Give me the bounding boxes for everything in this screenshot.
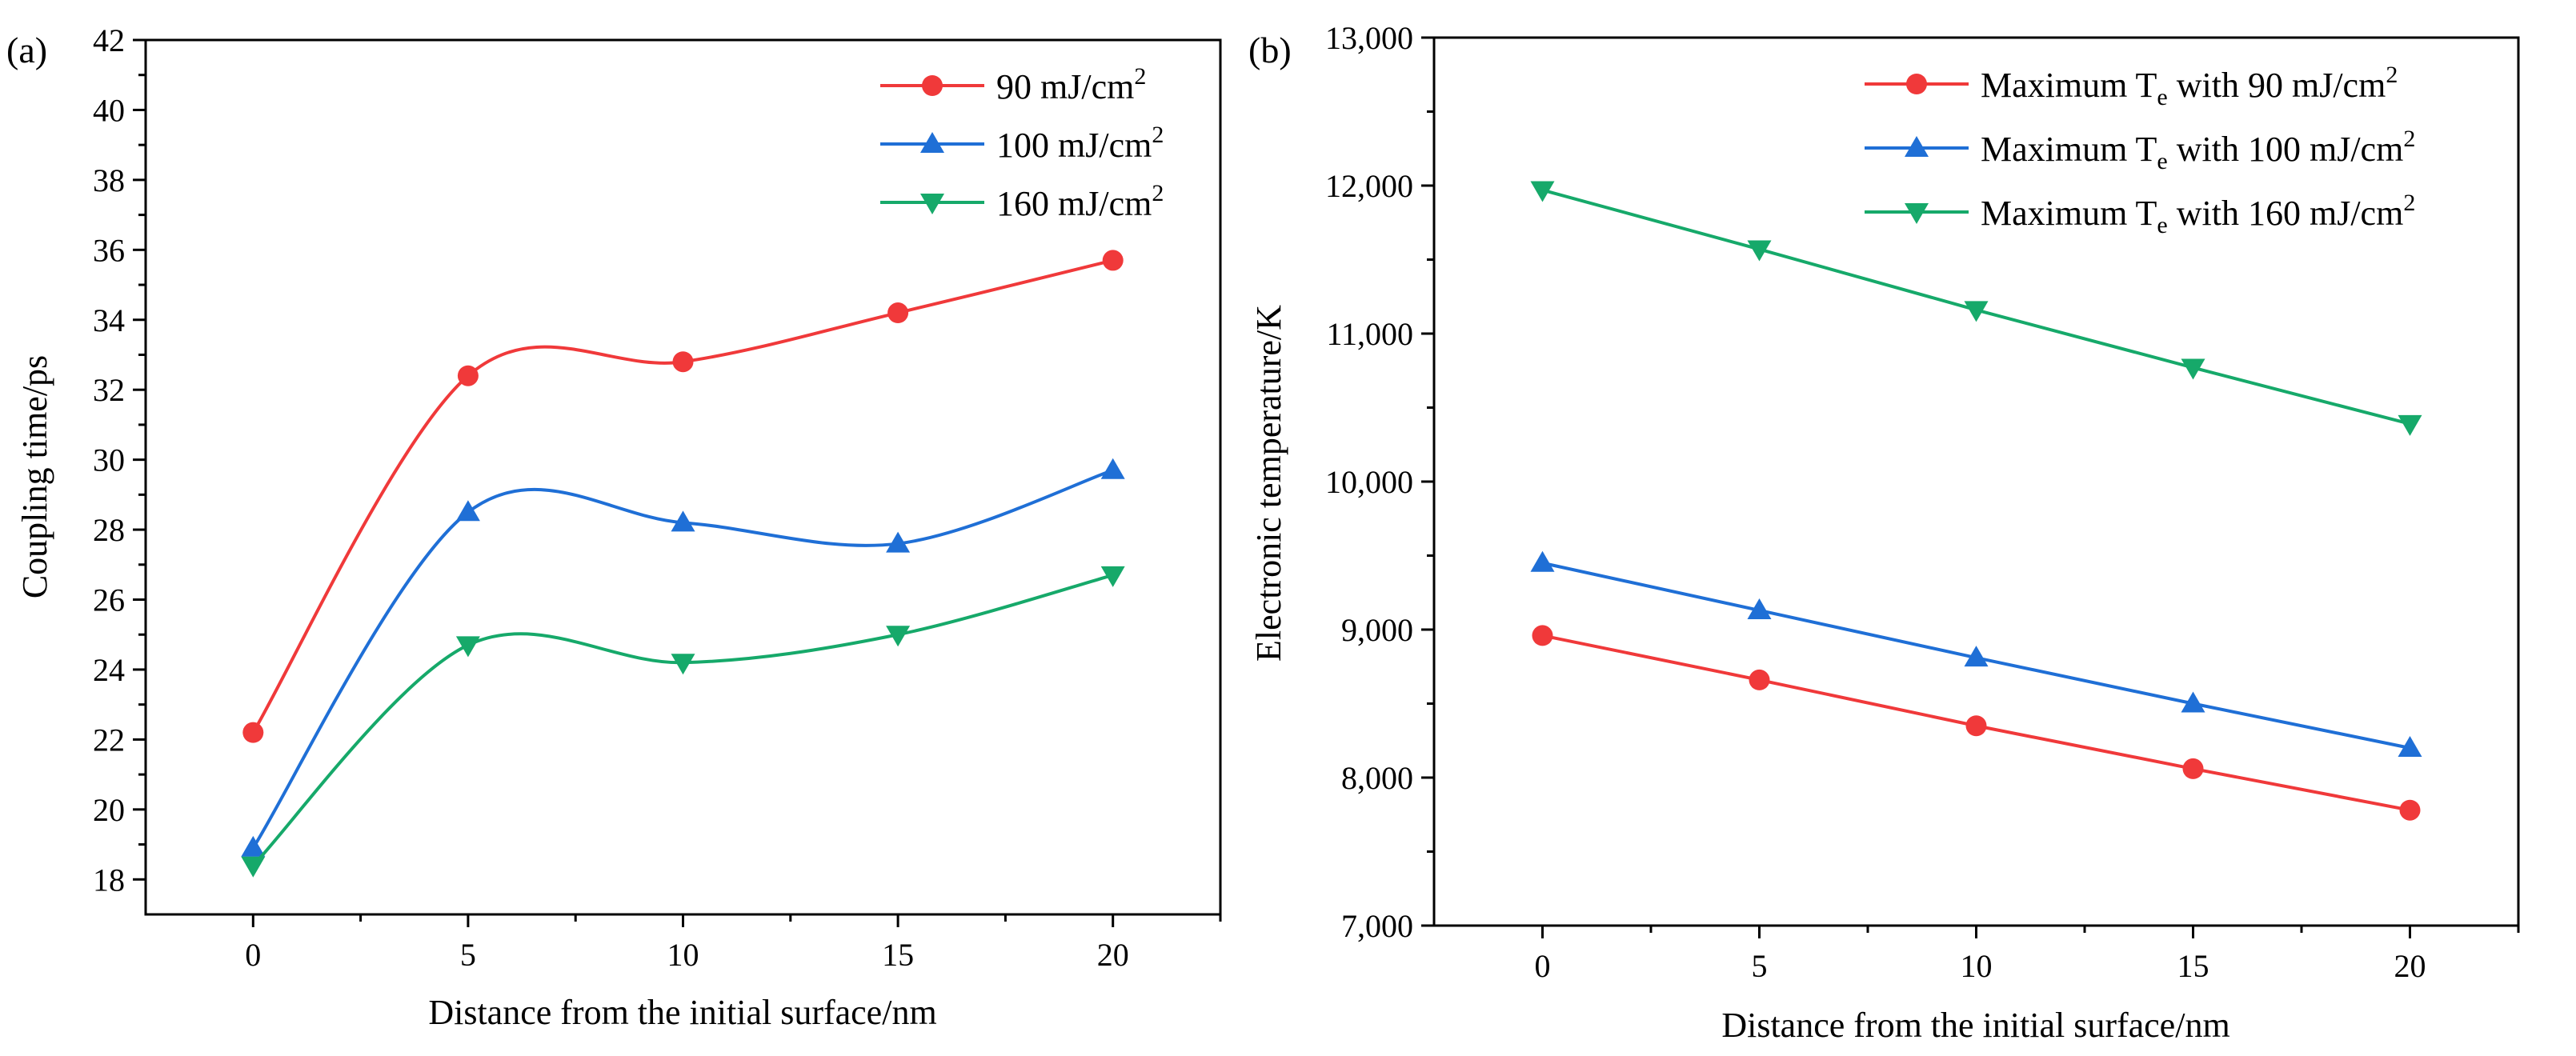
panel-b-legend-label-1: Maximum Te with 90 mJ/cm2 <box>1981 62 2398 110</box>
panel-a-axes-frame <box>144 38 1222 916</box>
panel-a-x-tick-label: 0 <box>245 937 261 973</box>
panel-a-x-tick-label: 20 <box>1097 937 1129 973</box>
panel-a-series-1-point <box>1102 250 1124 271</box>
panel-a-series-3-point <box>1100 566 1125 587</box>
panel-a-series-2-line <box>251 468 1114 850</box>
panel-b-x-tick-label: 15 <box>2177 948 2209 984</box>
panel-b-series-2-point <box>1964 646 1989 667</box>
panel-b-x-tick-label: 5 <box>1752 948 1768 984</box>
panel-a-y-tick-label: 36 <box>93 232 125 268</box>
panel-b-x-tick-label: 20 <box>2394 948 2426 984</box>
panel-b-series-2-point <box>1530 550 1555 572</box>
panel-a-y-tick-label: 20 <box>93 792 125 828</box>
panel-a-x-tick-label: 10 <box>667 937 699 973</box>
panel-b-x-tick-label: 10 <box>1961 948 1993 984</box>
panel-b-x-tick-label: 0 <box>1535 948 1551 984</box>
panel-b-y-tick-label: 13,000 <box>1325 20 1413 56</box>
panel-b-series-3-point <box>2181 358 2205 380</box>
panel-a-series-2-point <box>455 500 480 522</box>
panel-b-y-tick-label: 9,000 <box>1341 612 1413 648</box>
panel-a-series-2-point <box>1100 458 1125 479</box>
panel-b-axes-frame <box>1432 36 2520 927</box>
panel-b-y-axis-label: Electronic temperature/K <box>1249 305 1288 662</box>
panel-b-series-1-point <box>1965 715 1987 737</box>
panel-a-series-1-point <box>887 302 909 324</box>
panel-a-series-2-point <box>671 510 695 532</box>
panel-a-y-tick-label: 24 <box>93 652 125 688</box>
panel-b-y-tick-label: 11,000 <box>1326 316 1413 352</box>
panel-a-chart: (a) 0 5 10 15 20 18 20 22 24 26 28 30 32 34 36 38 40 42 D… <box>6 22 1222 1032</box>
panel-b-y-tick-label: 10,000 <box>1325 464 1413 500</box>
panel-a-series-1-line <box>251 258 1114 734</box>
panel-b-legend-label-3: Maximum Te with 160 mJ/cm2 <box>1981 190 2415 238</box>
panel-b-series-2-point <box>1747 598 1772 619</box>
panel-b-legend: Maximum Te with 90 mJ/cm2 Maximum Te with… <box>1865 62 2415 238</box>
panel-a-legend-label-1: 90 mJ/cm2 <box>996 63 1146 106</box>
panel-b-legend-label-2: Maximum Te with 100 mJ/cm2 <box>1981 126 2415 174</box>
panel-a-y-tick-label: 38 <box>93 162 125 198</box>
panel-a-series-3-point <box>241 856 266 878</box>
panel-a-series-1-point <box>457 365 479 386</box>
panel-a-series-1-point <box>672 351 694 373</box>
panel-a-y-tick-label: 18 <box>93 862 125 898</box>
panel-b-y-tick-label: 7,000 <box>1341 908 1413 944</box>
panel-a-series-3-point <box>886 626 911 647</box>
panel-a-series-2-point <box>886 531 911 553</box>
panel-b-legend-marker-3 <box>1905 203 1929 224</box>
panel-a-y-tick-label: 26 <box>93 582 125 618</box>
panel-a-y-tick-label: 42 <box>93 22 125 58</box>
panel-b-chart: (b) 0 5 10 15 20 7,000 8,000 9,000 10,000 11,000 1… <box>1248 20 2520 1045</box>
panel-a-label: (a) <box>6 30 47 70</box>
panel-a-y-tick-label: 30 <box>93 442 125 478</box>
panel-b-series-1-point <box>1532 625 1553 646</box>
panel-a-series-2-point <box>241 835 266 857</box>
panel-a-series-3-line <box>251 573 1114 867</box>
panel-a-x-tick-label: 15 <box>882 937 914 973</box>
panel-a-series-3-point <box>671 654 695 675</box>
panel-b-series-1-point <box>2399 799 2421 821</box>
panel-b-series-2-point <box>2398 736 2422 757</box>
panel-a-legend-marker-2 <box>920 132 944 153</box>
panel-a-y-tick-label: 22 <box>93 722 125 758</box>
panel-a-y-tick-label: 32 <box>93 372 125 408</box>
panel-a-y-tick-label: 40 <box>93 92 125 128</box>
panel-a-x-tick-label: 5 <box>460 937 476 973</box>
panel-a-legend-label-3: 160 mJ/cm2 <box>996 180 1164 223</box>
panel-b-series-3-point <box>1964 301 1989 322</box>
panel-b-y-tick-label: 12,000 <box>1325 168 1413 204</box>
panel-b-y-tick-label: 8,000 <box>1341 760 1413 796</box>
panel-a-series-3-point <box>455 636 480 658</box>
panel-b-series-3-point <box>1530 181 1555 202</box>
panel-b-legend-marker-1 <box>1906 74 1927 94</box>
panel-a-legend-marker-3 <box>920 194 944 214</box>
panel-b-series-3-point <box>2398 414 2422 436</box>
panel-b-series-3-point <box>1747 240 1772 262</box>
panel-a-legend-label-2: 100 mJ/cm2 <box>996 122 1164 165</box>
panel-a-legend-marker-1 <box>922 75 943 96</box>
panel-a-legend: 90 mJ/cm2 100 mJ/cm2 160 mJ/cm2 <box>880 63 1164 223</box>
panel-b-series-1-point <box>1749 669 1770 690</box>
panel-b-legend-marker-2 <box>1905 136 1929 157</box>
panel-a-series-1-point <box>242 722 264 743</box>
panel-b-x-axis-label: Distance from the initial surface/nm <box>1721 1006 2229 1045</box>
panel-a-y-axis-label: Coupling time/ps <box>15 355 54 598</box>
panel-a-x-axis-label: Distance from the initial surface/nm <box>428 993 936 1032</box>
panel-b-series-1-point <box>2182 758 2204 779</box>
panel-b-series-2-point <box>2181 691 2205 713</box>
panel-b-label: (b) <box>1248 30 1292 70</box>
panel-a-y-tick-label: 34 <box>93 302 125 338</box>
panel-a-y-tick-label: 28 <box>93 512 125 548</box>
